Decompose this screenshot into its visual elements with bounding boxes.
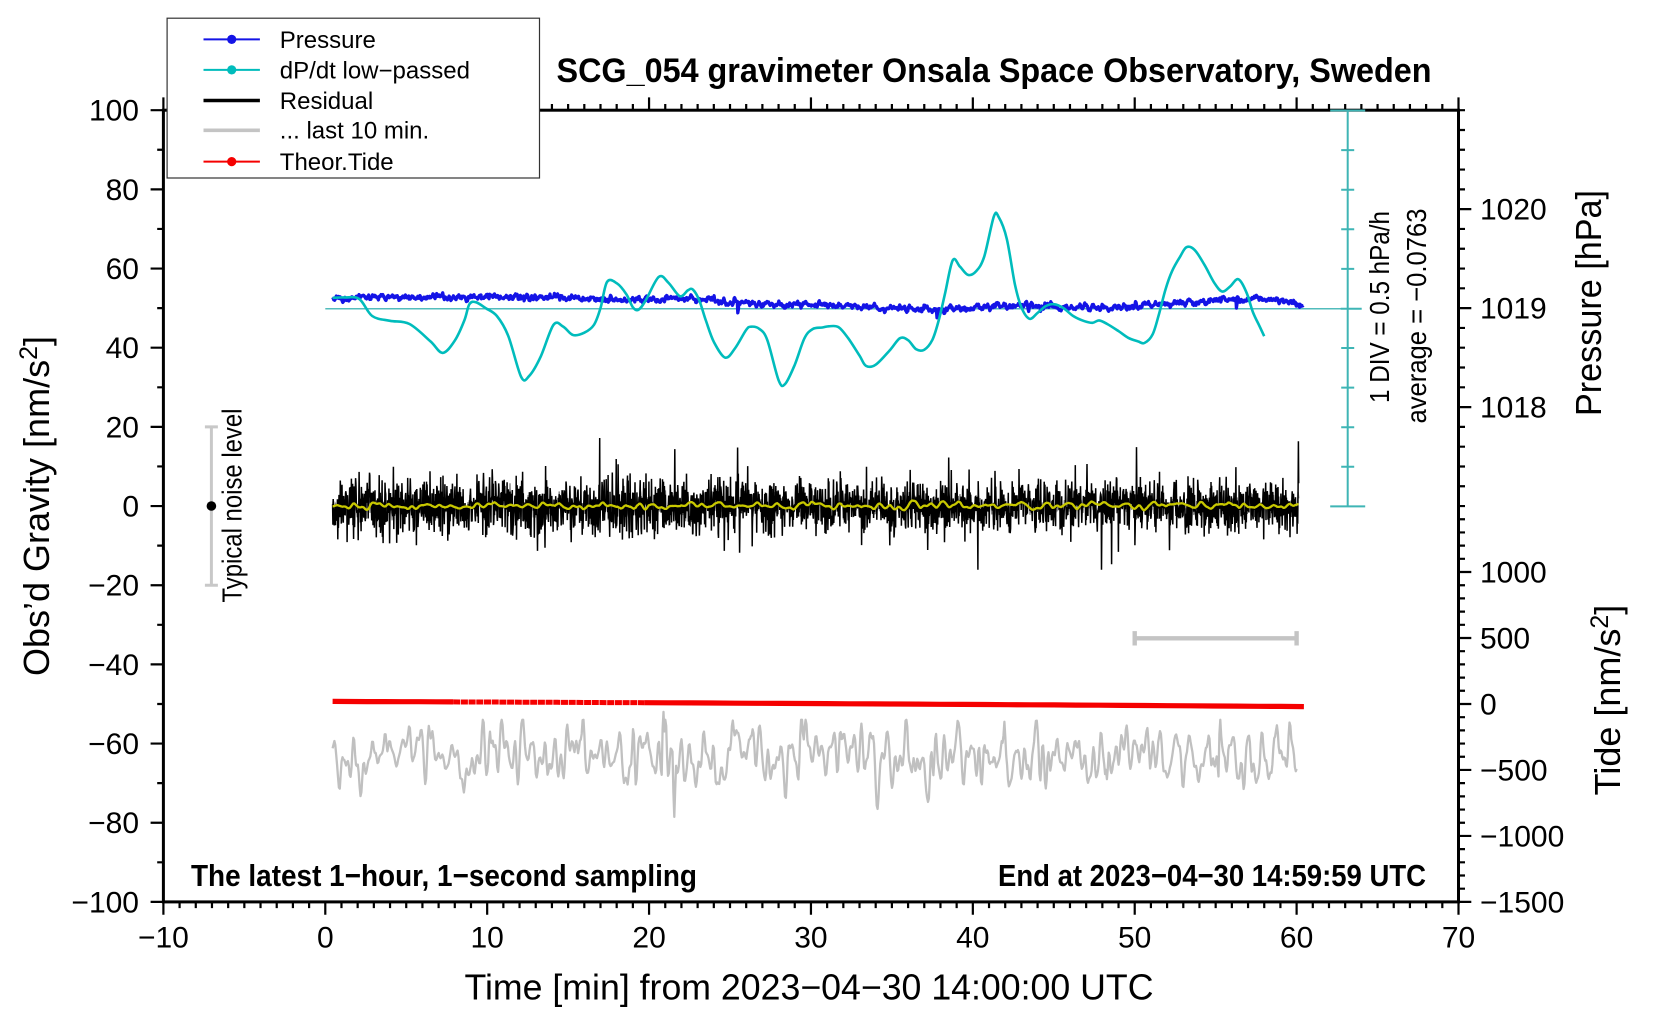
- svg-text:The latest 1−hour, 1−second sa: The latest 1−hour, 1−second sampling: [191, 858, 697, 893]
- svg-text:0: 0: [317, 922, 334, 955]
- svg-text:Obs’d Gravity [nm/s2]: Obs’d Gravity [nm/s2]: [15, 336, 57, 676]
- svg-text:−10: −10: [138, 922, 189, 955]
- svg-text:−1000: −1000: [1480, 820, 1564, 853]
- svg-text:−1500: −1500: [1480, 886, 1564, 919]
- svg-text:100: 100: [89, 95, 139, 128]
- svg-text:End at 2023−04−30 14:59:59 UTC: End at 2023−04−30 14:59:59 UTC: [998, 858, 1426, 893]
- svg-text:50: 50: [1118, 922, 1151, 955]
- svg-text:70: 70: [1442, 922, 1475, 955]
- svg-text:−100: −100: [71, 886, 139, 919]
- svg-text:80: 80: [106, 174, 139, 207]
- svg-text:Pressure: Pressure: [280, 27, 376, 54]
- svg-text:−60: −60: [88, 728, 139, 761]
- svg-text:0: 0: [1480, 688, 1497, 721]
- svg-text:1020: 1020: [1480, 194, 1547, 227]
- svg-text:1 DIV = 0.5 hPa/h: 1 DIV = 0.5 hPa/h: [1364, 211, 1395, 403]
- svg-text:1018: 1018: [1480, 392, 1547, 425]
- svg-text:500: 500: [1480, 622, 1530, 655]
- svg-text:40: 40: [956, 922, 989, 955]
- svg-text:60: 60: [106, 253, 139, 286]
- svg-text:average = −0.0763: average = −0.0763: [1401, 209, 1432, 424]
- svg-text:30: 30: [794, 922, 827, 955]
- svg-text:Pressure [hPa]: Pressure [hPa]: [1568, 190, 1609, 416]
- svg-text:10: 10: [471, 922, 504, 955]
- svg-text:20: 20: [106, 411, 139, 444]
- svg-text:−20: −20: [88, 570, 139, 603]
- svg-text:Theor.Tide: Theor.Tide: [280, 149, 394, 176]
- svg-text:1019: 1019: [1480, 293, 1547, 326]
- svg-text:Time [min] from 2023−04−30 14:: Time [min] from 2023−04−30 14:00:00 UTC: [465, 967, 1154, 1008]
- svg-text:−40: −40: [88, 649, 139, 682]
- svg-text:dP/dt low−passed: dP/dt low−passed: [280, 57, 470, 84]
- svg-text:−500: −500: [1480, 754, 1548, 787]
- svg-text:20: 20: [632, 922, 665, 955]
- svg-text:0: 0: [122, 490, 139, 523]
- svg-text:... last 10 min.: ... last 10 min.: [280, 118, 429, 145]
- svg-text:Typical noise level: Typical noise level: [217, 409, 248, 603]
- svg-text:1000: 1000: [1480, 556, 1547, 589]
- svg-text:40: 40: [106, 332, 139, 365]
- svg-text:−80: −80: [88, 807, 139, 840]
- svg-text:60: 60: [1280, 922, 1313, 955]
- svg-text:SCG_054 gravimeter Onsala Spac: SCG_054 gravimeter Onsala Space Observat…: [557, 52, 1432, 90]
- svg-text:Residual: Residual: [280, 88, 373, 115]
- svg-text:Tide [nm/s2]: Tide [nm/s2]: [1586, 605, 1628, 796]
